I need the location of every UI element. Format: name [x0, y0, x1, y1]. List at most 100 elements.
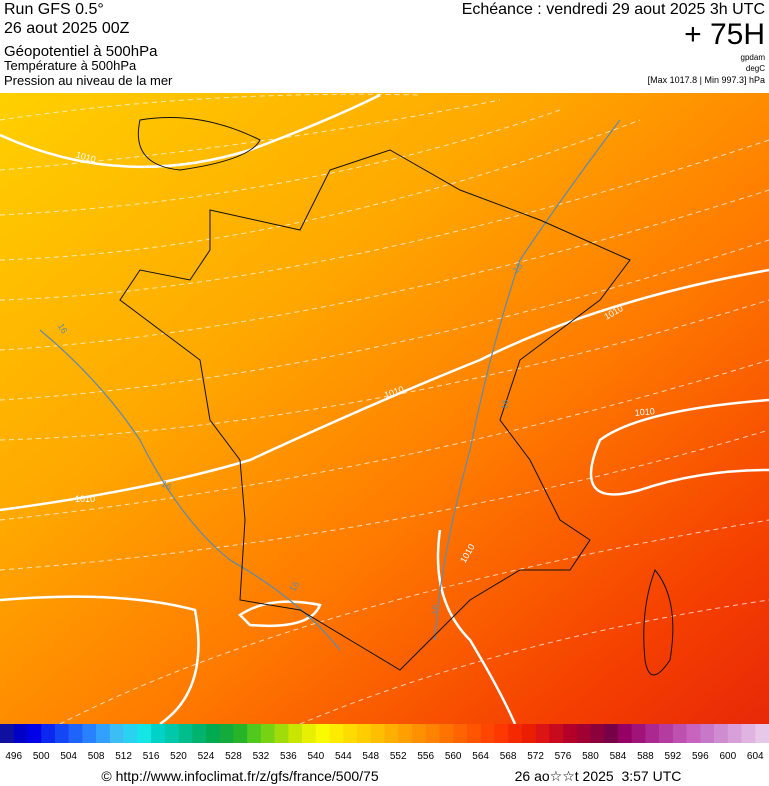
colorbar-label: 532 — [253, 751, 270, 762]
colorbar-cell — [357, 724, 372, 743]
colorbar-label: 548 — [362, 751, 379, 762]
pressure-contours — [0, 93, 769, 726]
contour-label: 1010 — [75, 494, 95, 504]
colorbar-label: 500 — [33, 751, 50, 762]
contour-label: 16 — [499, 399, 511, 411]
coastline — [119, 149, 631, 671]
colorbar-cell — [96, 724, 111, 743]
colorbar-cell — [82, 724, 97, 743]
colorbar-cell — [453, 724, 468, 743]
colorbar-cell — [672, 724, 687, 743]
colorbar-cell — [425, 724, 440, 743]
contour-label: 16 — [56, 322, 70, 336]
colorbar-label: 536 — [280, 751, 297, 762]
contour-label: 16 — [511, 261, 525, 275]
colorbar-cell — [727, 724, 742, 743]
colorbar-cell — [247, 724, 262, 743]
colorbar-cell — [617, 724, 632, 743]
colorbar-cell — [233, 724, 248, 743]
colorbar-cell — [329, 724, 344, 743]
unit-label: gpdam — [741, 53, 766, 62]
colorbar-cell — [631, 724, 646, 743]
england-coast — [137, 117, 261, 171]
colorbar: 496 500 504 508 512 516 520 524 528 532 536 540 544 5… — [0, 724, 769, 762]
colorbar-label: 576 — [555, 751, 572, 762]
colorbar-cell — [755, 724, 769, 743]
colorbar-cell — [466, 724, 481, 743]
colorbar-label: 592 — [665, 751, 682, 762]
colorbar-cell — [192, 724, 207, 743]
colorbar-cell — [315, 724, 330, 743]
colorbar-cell — [741, 724, 756, 743]
colorbar-label: 524 — [198, 751, 215, 762]
colorbar-cell — [274, 724, 289, 743]
run-title: Run GFS 0.5° — [4, 1, 104, 18]
colorbar-cell — [590, 724, 605, 743]
colorbar-cell — [576, 724, 591, 743]
colorbar-cell — [164, 724, 179, 743]
colorbar-label: 516 — [143, 751, 160, 762]
colorbar-label: 604 — [747, 751, 764, 762]
colorbar-label: 552 — [390, 751, 407, 762]
map-background — [0, 93, 769, 724]
colorbar-cell — [68, 724, 83, 743]
corsica-coast — [643, 569, 674, 676]
colorbar-label: 560 — [445, 751, 462, 762]
contour-label: 16 — [430, 604, 441, 615]
colorbar-cell — [714, 724, 729, 743]
valid-time: Echéance : vendredi 29 aout 2025 3h UTC — [462, 1, 765, 18]
contour-label: 16 — [160, 479, 174, 493]
colorbar-cell — [494, 724, 509, 743]
colorbar-label: 588 — [637, 751, 654, 762]
colorbar-label: 512 — [115, 751, 132, 762]
colorbar-cell — [178, 724, 193, 743]
colorbar-label: 556 — [417, 751, 434, 762]
colorbar-cell — [288, 724, 303, 743]
colorbar-cell — [0, 724, 15, 743]
colorbar-label: 572 — [527, 751, 544, 762]
colorbar-label: 520 — [170, 751, 187, 762]
colorbar-cell — [205, 724, 221, 743]
colorbar-cell — [109, 724, 124, 743]
colorbar-cell — [260, 724, 275, 743]
colorbar-label: 544 — [335, 751, 352, 762]
colorbar-cell — [343, 724, 358, 743]
colorbar-cell — [13, 724, 28, 743]
map — [0, 93, 769, 726]
colorbar-cell — [302, 724, 317, 743]
temperature-contours — [0, 93, 769, 725]
colorbar-cell — [645, 724, 660, 743]
colorbar-label: 584 — [610, 751, 627, 762]
layer-label: Température à 500hPa — [4, 58, 137, 73]
run-date: 26 aout 2025 00Z — [4, 20, 130, 37]
colorbar-cell — [508, 724, 523, 743]
colorbar-label: 596 — [692, 751, 709, 762]
colorbar-cell — [123, 724, 138, 743]
colorbar-cell — [54, 724, 69, 743]
colorbar-cell — [411, 724, 426, 743]
source-url: © http://www.infoclimat.fr/z/gfs/france/… — [101, 768, 378, 784]
colorbar-label: 496 — [5, 751, 22, 762]
colorbar-cell — [151, 724, 166, 743]
contour-label: 16 — [288, 580, 302, 594]
colorbar-label: 564 — [472, 751, 489, 762]
unit-label: degC — [746, 64, 765, 73]
colorbar-cell — [398, 724, 413, 743]
colorbar-label: 504 — [60, 751, 77, 762]
colorbar-label: 568 — [500, 751, 517, 762]
pressure-range: [Max 1017.8 | Min 997.3] hPa — [648, 75, 765, 85]
colorbar-cell — [370, 724, 385, 743]
isotherm-16 — [39, 119, 621, 651]
colorbar-cell — [219, 724, 234, 743]
lead-time: + 75H — [684, 18, 765, 51]
generated-time: 26 ao☆☆t 2025 3:57 UTC — [515, 768, 682, 784]
colorbar-cell — [521, 724, 536, 743]
colorbar-label: 528 — [225, 751, 242, 762]
colorbar-cell — [549, 724, 564, 743]
colorbar-label: 508 — [88, 751, 105, 762]
colorbar-cell — [439, 724, 454, 743]
colorbar-cell — [480, 724, 495, 743]
colorbar-cell — [700, 724, 715, 743]
colorbar-cell — [41, 724, 56, 743]
